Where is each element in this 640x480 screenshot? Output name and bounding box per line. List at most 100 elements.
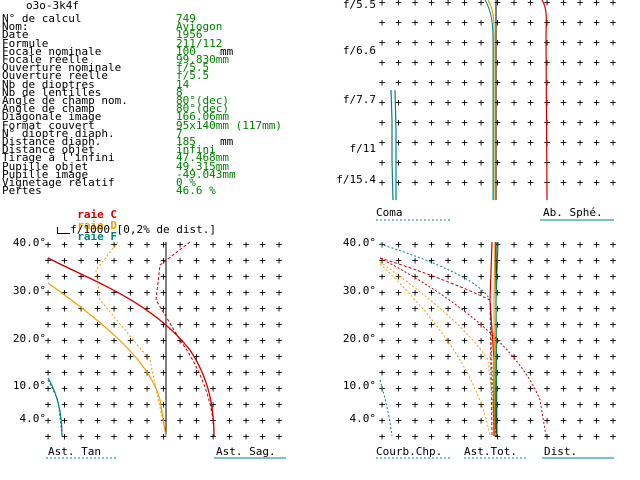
asttot-f (495, 241, 499, 437)
grid-marker: + (610, 156, 617, 169)
grid-marker: + (243, 302, 250, 315)
grid-marker: + (461, 76, 468, 89)
grid-marker: + (412, 116, 419, 129)
sph-curve-d (487, 0, 495, 200)
grid-marker: + (478, 350, 485, 363)
grid-marker: + (45, 254, 52, 267)
grid-marker: + (560, 366, 567, 379)
grid-marker: + (412, 96, 419, 109)
grid-marker: + (560, 302, 567, 315)
grid-marker: + (177, 302, 184, 315)
grid-marker: + (478, 302, 485, 315)
grid-marker: + (610, 96, 617, 109)
grid-marker: + (395, 318, 402, 331)
grid-marker: + (144, 286, 151, 299)
grid-marker: + (527, 16, 534, 29)
grid-marker: + (577, 334, 584, 347)
grid-marker: + (560, 36, 567, 49)
grid-marker: + (610, 254, 617, 267)
grid-marker: + (395, 350, 402, 363)
grid-marker: + (111, 350, 118, 363)
param-label: Nb de lentilles (2, 85, 102, 99)
grid-marker: + (494, 286, 501, 299)
grid-marker: + (395, 286, 402, 299)
param-value: 47.468mm (176, 151, 229, 165)
grid-marker: + (560, 156, 567, 169)
grid-marker: + (111, 286, 118, 299)
grid-marker: + (577, 270, 584, 283)
grid-marker: + (127, 238, 134, 251)
grid-marker: + (412, 156, 419, 169)
grid-marker: + (593, 96, 600, 109)
grid-marker: + (45, 302, 52, 315)
param-value: 49.315mm (176, 159, 229, 173)
grid-marker: + (445, 398, 452, 411)
grid-marker: + (461, 254, 468, 267)
grid-marker: + (428, 156, 435, 169)
grid-marker: + (193, 334, 200, 347)
grid-marker: + (593, 254, 600, 267)
grid-marker: + (210, 286, 217, 299)
grid-marker: + (527, 430, 534, 443)
grid-marker: + (461, 286, 468, 299)
grid-marker: + (78, 382, 85, 395)
legend-raie-c: raie C (77, 208, 117, 221)
field-angle-label: 4.0° (20, 412, 47, 425)
grid-marker: + (461, 350, 468, 363)
param-value: 14 (176, 77, 190, 91)
grid-marker: + (379, 414, 386, 427)
grid-marker: + (478, 238, 485, 251)
grid-marker: + (478, 96, 485, 109)
grid-marker: + (527, 116, 534, 129)
grid-marker: + (395, 414, 402, 427)
param-label: Vignetage relatif (2, 176, 115, 189)
param-label: Pupille objet (2, 159, 89, 173)
grid-marker: + (445, 414, 452, 427)
grid-marker: + (78, 398, 85, 411)
grid-marker: + (94, 350, 101, 363)
grid-marker: + (412, 176, 419, 189)
grid-marker: + (379, 136, 386, 149)
grid-marker: + (160, 254, 167, 267)
param-value: -49.043mm (176, 167, 236, 181)
grid-marker: + (226, 254, 233, 267)
grid-marker: + (78, 286, 85, 299)
grid-marker: + (210, 366, 217, 379)
grid-marker: + (210, 398, 217, 411)
grid-marker: + (544, 398, 551, 411)
grid-marker: + (379, 116, 386, 129)
ast-total-label: Ast.Tot. (464, 445, 517, 458)
grid-marker: + (527, 56, 534, 69)
grid-marker: + (160, 318, 167, 331)
grid-marker: + (544, 238, 551, 251)
grid-marker: + (577, 16, 584, 29)
grid-marker: + (593, 398, 600, 411)
grid-marker: + (445, 350, 452, 363)
grid-marker: + (259, 318, 266, 331)
grid-marker: + (78, 254, 85, 267)
grid-marker: + (560, 286, 567, 299)
grid-marker: + (461, 270, 468, 283)
grid-marker: + (560, 238, 567, 251)
grid-marker: + (259, 270, 266, 283)
grid-marker: + (45, 350, 52, 363)
grid-marker: + (527, 176, 534, 189)
grid-marker: + (379, 430, 386, 443)
grid-marker: + (144, 398, 151, 411)
grid-marker: + (544, 254, 551, 267)
grid-marker: + (445, 56, 452, 69)
grid-marker: + (593, 318, 600, 331)
field-angle-label: 20.0° (13, 332, 46, 345)
grid-marker: + (428, 398, 435, 411)
grid-marker: + (428, 254, 435, 267)
param-value: 211/112 (176, 36, 223, 50)
grid-marker: + (494, 414, 501, 427)
grid-marker: + (428, 36, 435, 49)
grid-marker: + (78, 238, 85, 251)
param-value: 0 % (176, 176, 196, 189)
param-label: Focale réelle (2, 53, 89, 66)
grid-marker: + (395, 254, 402, 267)
field-angle-label: 10.0° (13, 379, 46, 392)
grid-marker: + (78, 350, 85, 363)
grid-marker: + (243, 366, 250, 379)
